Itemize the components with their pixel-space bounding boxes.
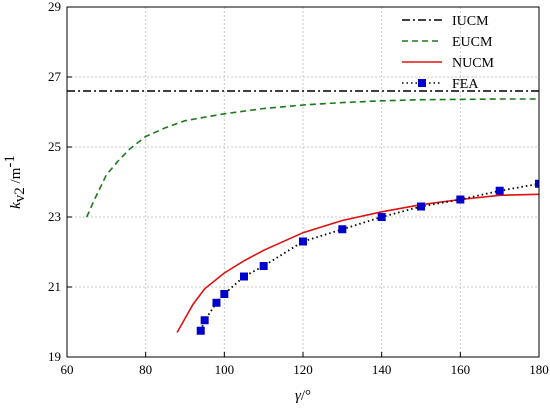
svg-text:γ/°: γ/° xyxy=(295,388,311,404)
legend-label-eucm: EUCM xyxy=(452,35,493,50)
x-tick-label: 180 xyxy=(529,362,549,377)
x-tick-label: 120 xyxy=(293,362,313,377)
legend-label-fea: FEA xyxy=(452,77,479,92)
y-axis-sub: v2 xyxy=(12,187,28,202)
legend-label-iucm: IUCM xyxy=(452,14,489,29)
fea-marker xyxy=(220,290,229,298)
legend-swatch-fea-marker xyxy=(418,79,426,87)
ticks: 60 80 100 120 140 160 180 19 21 23 25 27 29 xyxy=(48,0,549,377)
fea-marker xyxy=(338,225,347,234)
legend-item-nucm: NUCM xyxy=(402,56,495,71)
fea-marker xyxy=(299,237,307,246)
y-axis-unit: /m xyxy=(8,167,24,187)
fea-marker xyxy=(495,186,504,195)
legend-label-nucm: NUCM xyxy=(452,56,495,71)
fea-marker xyxy=(377,213,386,221)
legend-item-eucm: EUCM xyxy=(402,35,493,50)
series-layer xyxy=(67,90,539,335)
fea-marker xyxy=(535,179,539,188)
legend-item-iucm: IUCM xyxy=(402,14,489,29)
fea-marker xyxy=(200,316,209,325)
x-tick-label: 80 xyxy=(139,362,152,377)
x-tick-label: 140 xyxy=(372,362,392,377)
fea-marker xyxy=(259,262,268,270)
y-tick-label: 19 xyxy=(48,349,61,364)
x-axis-var: γ xyxy=(295,388,302,404)
y-axis-label: kv2 /m-1 xyxy=(2,155,28,209)
x-axis-label: γ/° xyxy=(295,388,311,404)
x-axis-unit: /° xyxy=(301,388,311,404)
fea-marker xyxy=(240,272,248,281)
y-tick-label: 23 xyxy=(48,209,61,224)
fea-marker xyxy=(212,298,221,307)
y-axis-sup: -1 xyxy=(2,155,18,168)
fea-marker xyxy=(417,202,425,211)
y-axis-var: k xyxy=(8,202,24,209)
series-line-nucm xyxy=(176,193,539,333)
x-tick-label: 160 xyxy=(451,362,471,377)
y-tick-label: 25 xyxy=(48,139,61,154)
fea-marker xyxy=(196,326,205,335)
y-tick-label: 29 xyxy=(48,0,61,14)
series-line-eucm xyxy=(85,98,539,218)
y-tick-label: 21 xyxy=(48,279,61,294)
x-tick-label: 60 xyxy=(61,362,74,377)
legend: IUCM EUCM NUCM FEA xyxy=(402,14,495,92)
grid xyxy=(67,7,539,357)
fea-marker xyxy=(456,195,465,204)
y-tick-label: 27 xyxy=(48,69,62,84)
legend-item-fea: FEA xyxy=(402,77,479,92)
x-tick-label: 100 xyxy=(215,362,235,377)
svg-text:kv2 /m-1: kv2 /m-1 xyxy=(2,155,28,209)
